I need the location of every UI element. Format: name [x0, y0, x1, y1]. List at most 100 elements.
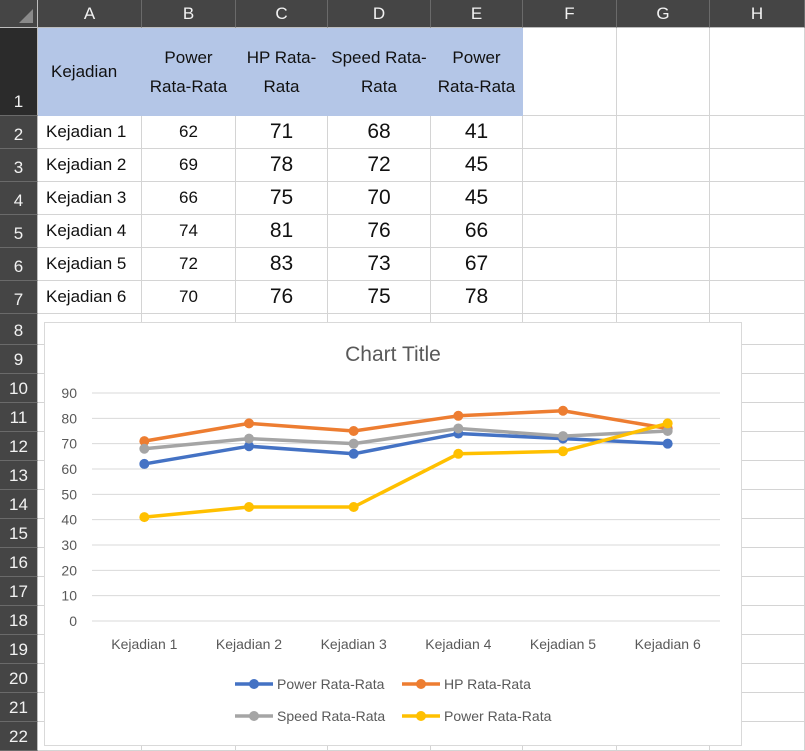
- row-header-21[interactable]: 21: [0, 693, 38, 722]
- row-header-19[interactable]: 19: [0, 635, 38, 664]
- row-header-1[interactable]: 1: [0, 28, 38, 116]
- line-chart[interactable]: Chart Title 0 10 20 30 40 50 60 70 80 90 Kejadian …: [44, 322, 742, 746]
- column-header-h[interactable]: H: [710, 0, 805, 28]
- cell-e6[interactable]: 67: [431, 248, 523, 281]
- cell-d5[interactable]: 76: [328, 215, 431, 248]
- cell-e2[interactable]: 41: [431, 116, 523, 149]
- cell-a6[interactable]: Kejadian 5: [38, 248, 142, 281]
- cell-a3[interactable]: Kejadian 2: [38, 149, 142, 182]
- cell-c7[interactable]: 76: [236, 281, 328, 314]
- cell-g3[interactable]: [617, 149, 710, 182]
- cell-h5[interactable]: [710, 215, 805, 248]
- series-line-4: [142, 421, 670, 519]
- cell-g6[interactable]: [617, 248, 710, 281]
- cell-h4[interactable]: [710, 182, 805, 215]
- column-header-e[interactable]: E: [431, 0, 523, 28]
- x-tick-label: Kejadian 3: [321, 636, 387, 652]
- cell-f1[interactable]: [523, 28, 617, 116]
- row-header-18[interactable]: 18: [0, 606, 38, 635]
- cell-c5[interactable]: 81: [236, 215, 328, 248]
- row-header-14[interactable]: 14: [0, 490, 38, 519]
- cell-f3[interactable]: [523, 149, 617, 182]
- cell-h3[interactable]: [710, 149, 805, 182]
- column-header-g[interactable]: G: [617, 0, 710, 28]
- row-header-22[interactable]: 22: [0, 722, 38, 751]
- cell-g1[interactable]: [617, 28, 710, 116]
- cell-f4[interactable]: [523, 182, 617, 215]
- y-tick-label: 30: [61, 537, 77, 553]
- cell-f2[interactable]: [523, 116, 617, 149]
- cell-b6[interactable]: 72: [142, 248, 236, 281]
- data-point-3-6: [662, 426, 673, 436]
- cell-f5[interactable]: [523, 215, 617, 248]
- cell-g4[interactable]: [617, 182, 710, 215]
- cell-e4[interactable]: 45: [431, 182, 523, 215]
- cell-d3[interactable]: 72: [328, 149, 431, 182]
- row-header-11[interactable]: 11: [0, 403, 38, 432]
- header-cell-d[interactable]: Speed Rata-Rata: [328, 28, 431, 116]
- row-header-13[interactable]: 13: [0, 461, 38, 490]
- cell-a4[interactable]: Kejadian 3: [38, 182, 142, 215]
- cell-b4[interactable]: 66: [142, 182, 236, 215]
- cell-c2[interactable]: 71: [236, 116, 328, 149]
- cell-c4[interactable]: 75: [236, 182, 328, 215]
- row-header-10[interactable]: 10: [0, 374, 38, 403]
- row-header-3[interactable]: 3: [0, 149, 38, 182]
- cell-e7[interactable]: 78: [431, 281, 523, 314]
- cell-b3[interactable]: 69: [142, 149, 236, 182]
- column-header-d[interactable]: D: [328, 0, 431, 28]
- row-header-2[interactable]: 2: [0, 116, 38, 149]
- row-header-4[interactable]: 4: [0, 182, 38, 215]
- row-header-9[interactable]: 9: [0, 345, 38, 374]
- cell-g7[interactable]: [617, 281, 710, 314]
- column-header-b[interactable]: B: [142, 0, 236, 28]
- cell-b7[interactable]: 70: [142, 281, 236, 314]
- x-tick-label: Kejadian 4: [425, 636, 491, 652]
- header-cell-e[interactable]: Power Rata-Rata: [431, 28, 523, 116]
- cell-c6[interactable]: 83: [236, 248, 328, 281]
- cell-d7[interactable]: 75: [328, 281, 431, 314]
- chart-plot-area: 0 10 20 30 40 50 60 70 80 90 Kejadian 1 Kejadian 2 K…: [61, 385, 720, 724]
- data-point-4-3: [348, 502, 359, 512]
- series-line-2: [142, 408, 670, 443]
- row-header-15[interactable]: 15: [0, 519, 38, 548]
- row-header-7[interactable]: 7: [0, 281, 38, 314]
- cell-d2[interactable]: 68: [328, 116, 431, 149]
- cell-d4[interactable]: 70: [328, 182, 431, 215]
- row-header-6[interactable]: 6: [0, 248, 38, 281]
- cell-b5[interactable]: 74: [142, 215, 236, 248]
- cell-f6[interactable]: [523, 248, 617, 281]
- row-header-17[interactable]: 17: [0, 577, 38, 606]
- row-header-12[interactable]: 12: [0, 432, 38, 461]
- chart-title[interactable]: Chart Title: [345, 343, 441, 366]
- row-header-5[interactable]: 5: [0, 215, 38, 248]
- row-header-8[interactable]: 8: [0, 314, 38, 345]
- cell-h1[interactable]: [710, 28, 805, 116]
- cell-h6[interactable]: [710, 248, 805, 281]
- cell-f7[interactable]: [523, 281, 617, 314]
- y-tick-label: 40: [61, 512, 77, 528]
- header-cell-a[interactable]: Kejadian: [38, 28, 142, 116]
- header-cell-c[interactable]: HP Rata-Rata: [236, 28, 328, 116]
- column-header-a[interactable]: A: [38, 0, 142, 28]
- cell-h7[interactable]: [710, 281, 805, 314]
- cell-g2[interactable]: [617, 116, 710, 149]
- cell-c3[interactable]: 78: [236, 149, 328, 182]
- cell-d6[interactable]: 73: [328, 248, 431, 281]
- column-header-c[interactable]: C: [236, 0, 328, 28]
- cell-b2[interactable]: 62: [142, 116, 236, 149]
- cell-e3[interactable]: 45: [431, 149, 523, 182]
- header-cell-b[interactable]: Power Rata-Rata: [142, 28, 236, 116]
- cell-a7[interactable]: Kejadian 6: [38, 281, 142, 314]
- cell-h2[interactable]: [710, 116, 805, 149]
- row-header-20[interactable]: 20: [0, 664, 38, 693]
- cell-a5[interactable]: Kejadian 4: [38, 215, 142, 248]
- column-header-f[interactable]: F: [523, 0, 617, 28]
- row-header-16[interactable]: 16: [0, 548, 38, 577]
- data-point-4-5: [558, 446, 568, 457]
- data-point-2-4: [453, 410, 464, 421]
- cell-a2[interactable]: Kejadian 1: [38, 116, 142, 149]
- select-all-button[interactable]: [0, 0, 38, 28]
- cell-e5[interactable]: 66: [431, 215, 523, 248]
- cell-g5[interactable]: [617, 215, 710, 248]
